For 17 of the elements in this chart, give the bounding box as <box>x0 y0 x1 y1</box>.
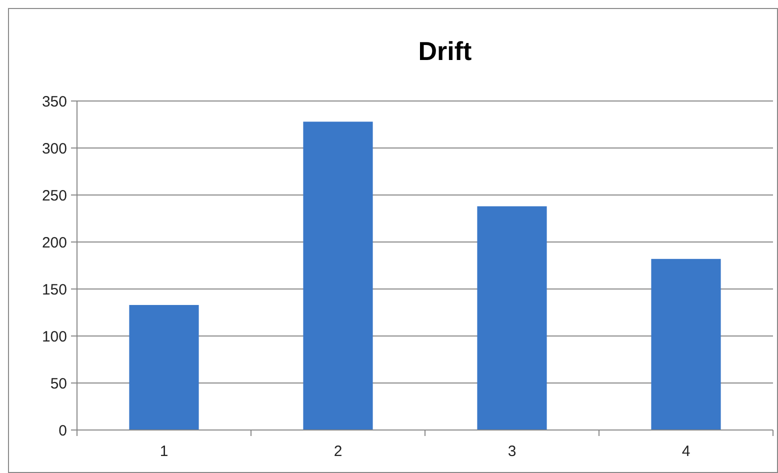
bar <box>651 258 721 430</box>
y-tick-label: 50 <box>50 375 67 392</box>
y-tick-label: 0 <box>58 422 67 440</box>
y-tick-label: 100 <box>42 328 67 346</box>
x-tick-label: 2 <box>334 443 342 460</box>
y-tick-label: 300 <box>42 140 67 158</box>
bar <box>303 122 373 430</box>
x-tick-label: 4 <box>682 443 690 460</box>
x-tick-label: 3 <box>508 443 516 460</box>
y-tick-label: 150 <box>42 281 67 298</box>
bar <box>477 206 547 430</box>
y-tick-label: 250 <box>42 187 67 204</box>
chart-title: Drift <box>418 36 472 66</box>
y-tick-label: 200 <box>42 234 67 252</box>
bar <box>129 304 199 430</box>
y-tick-label: 350 <box>42 93 67 110</box>
x-tick-label: 1 <box>160 443 168 460</box>
